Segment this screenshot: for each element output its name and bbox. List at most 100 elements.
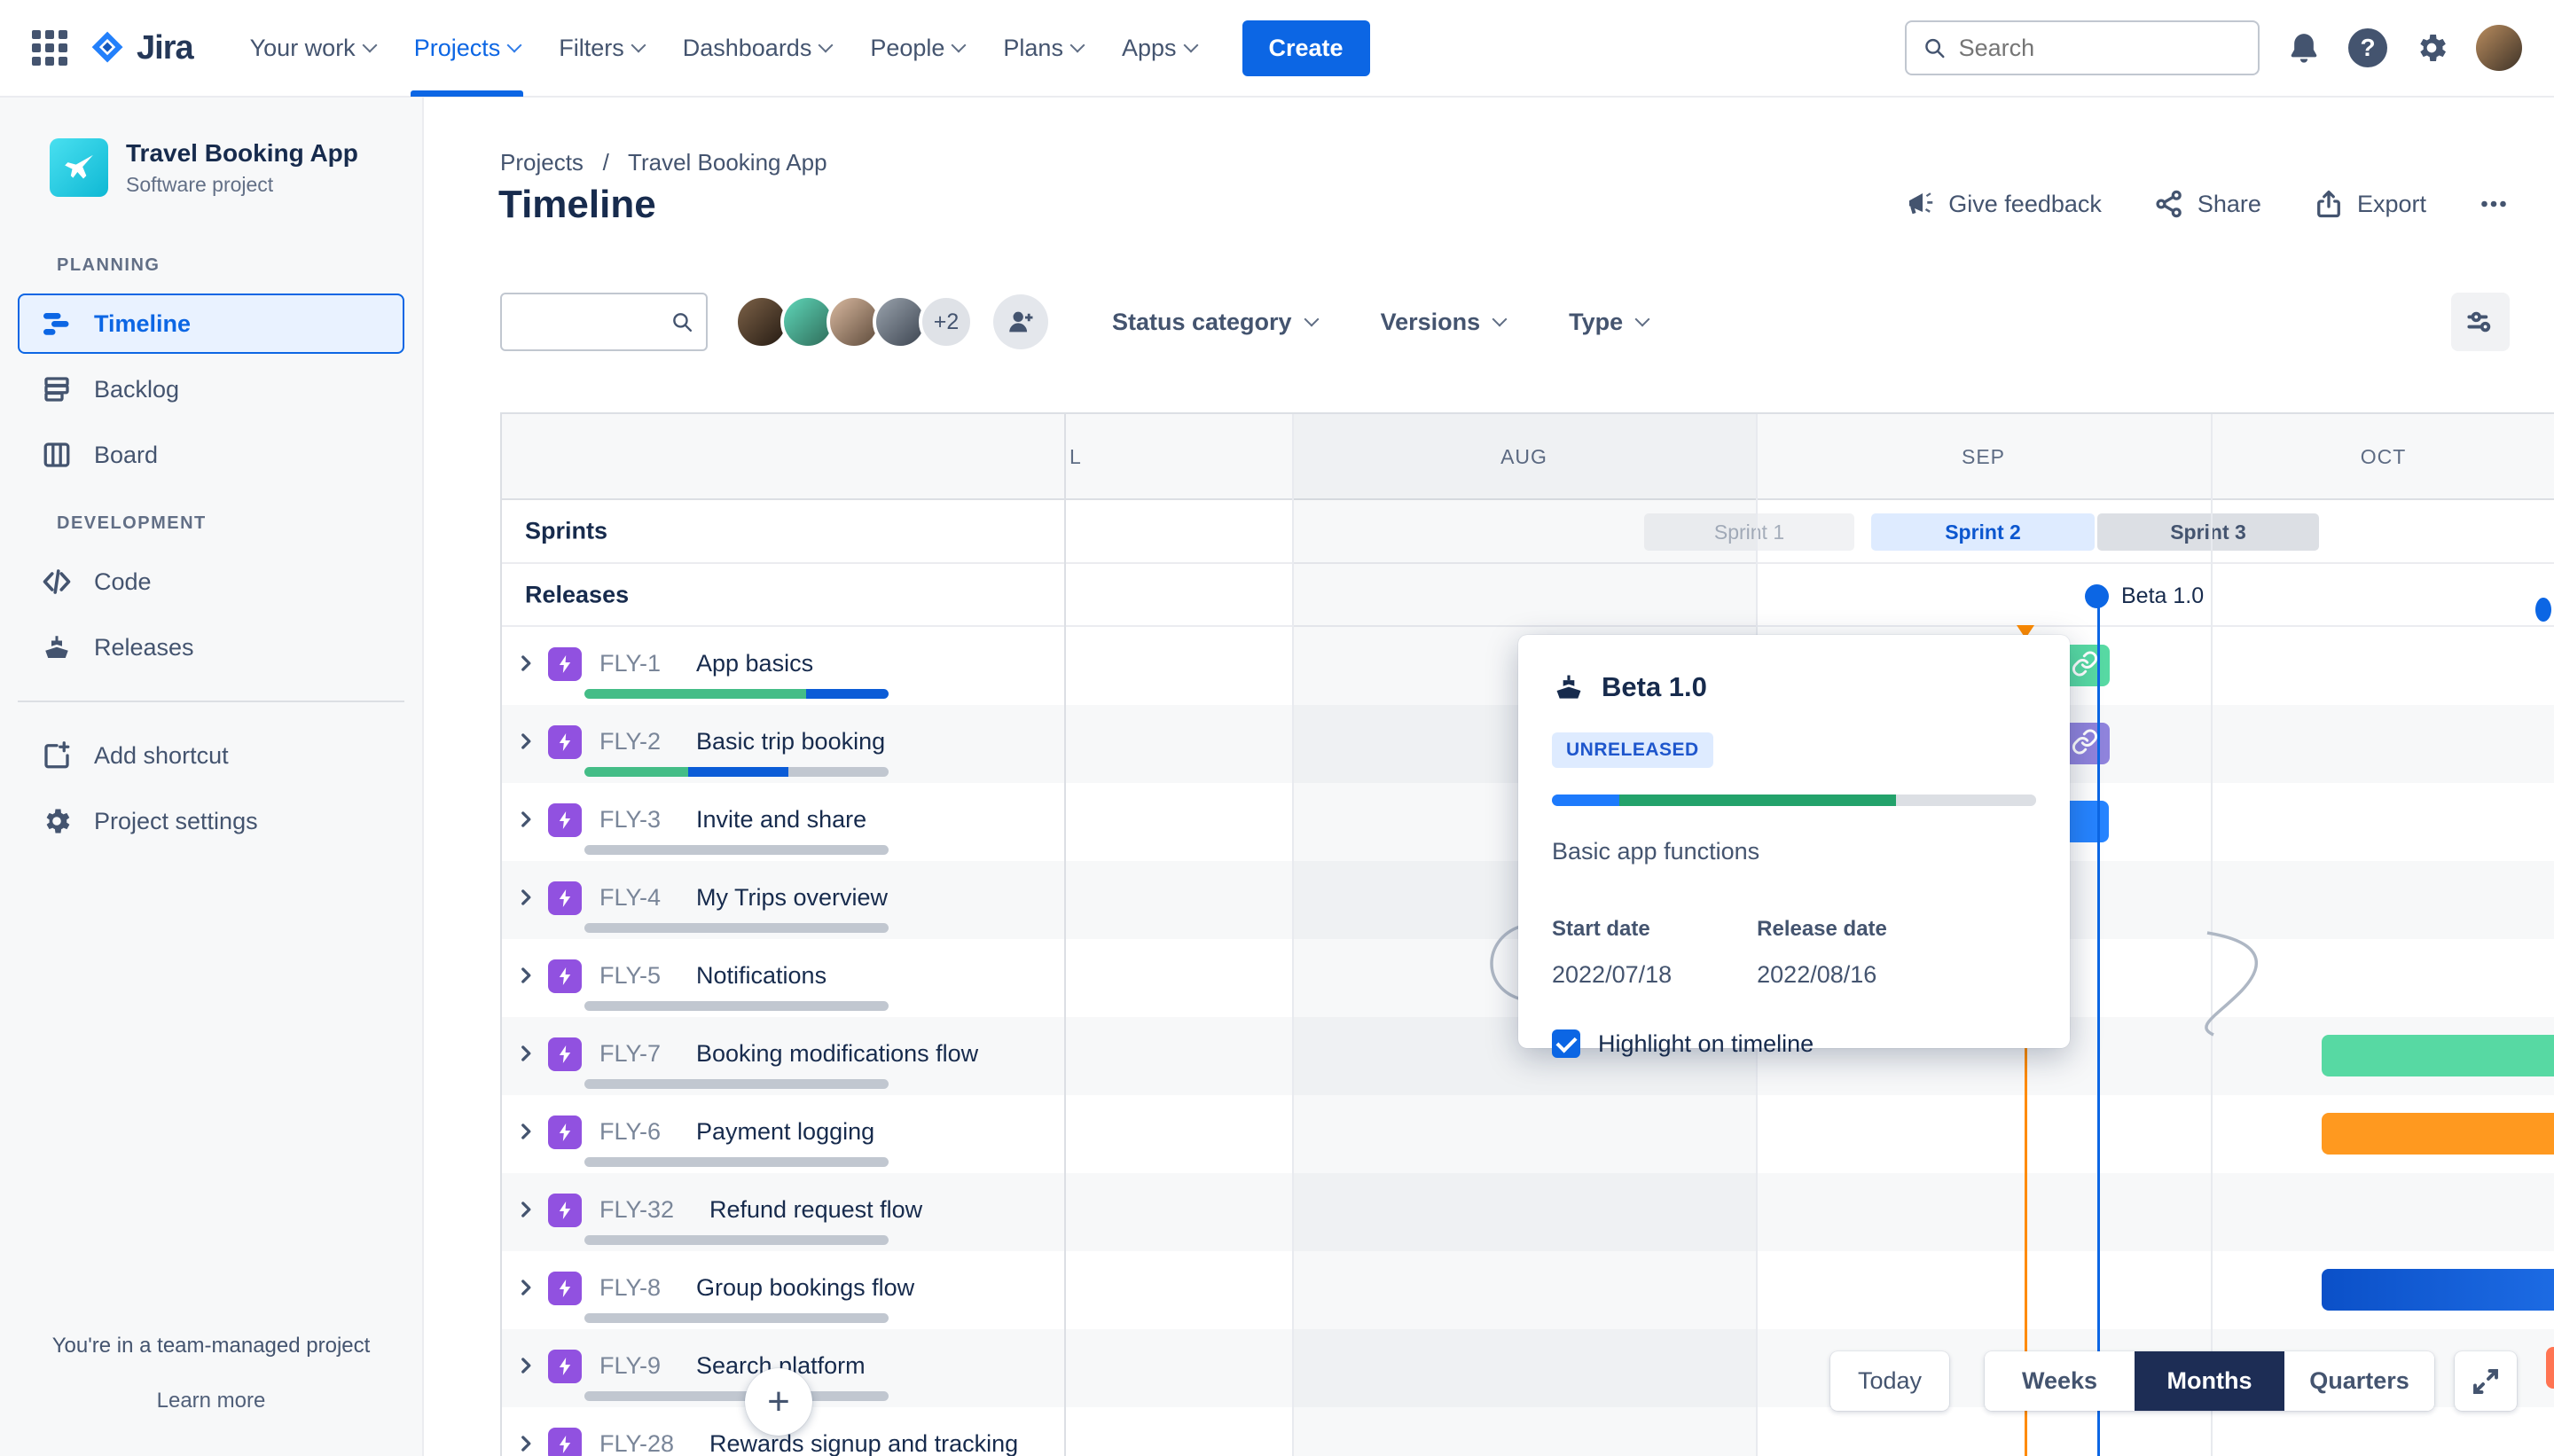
app-switcher-icon[interactable] <box>32 30 67 66</box>
expand-chevron-icon[interactable] <box>514 1432 537 1456</box>
nav-item-filters[interactable]: Filters <box>539 0 663 97</box>
assignee-avatar-2[interactable] <box>780 294 835 349</box>
sidebar-item-backlog[interactable]: Backlog <box>18 359 404 419</box>
month-label-l: L <box>1069 445 1082 468</box>
project-header: Travel Booking App Software project <box>0 98 422 232</box>
expand-chevron-icon[interactable] <box>514 1120 537 1147</box>
epic-progress-bar <box>584 845 889 855</box>
zoom-option-quarters[interactable]: Quarters <box>2284 1351 2434 1411</box>
expand-chevron-icon[interactable] <box>514 886 537 913</box>
filter-versions[interactable]: Versions <box>1381 309 1508 336</box>
share-button[interactable]: Share <box>2153 188 2261 220</box>
sprint-pill-sprint-1[interactable]: Sprint 1 <box>1644 513 1854 551</box>
epic-row-left-fly-7: FLY-7 Booking modifications flow <box>502 1017 1064 1095</box>
epic-title: Basic trip booking <box>696 728 886 755</box>
today-button[interactable]: Today <box>1830 1351 1949 1411</box>
fullscreen-expand-icon[interactable] <box>2455 1351 2517 1411</box>
timeline-search[interactable] <box>500 293 708 351</box>
sidebar-item-code[interactable]: Code <box>18 552 404 612</box>
jira-logo-icon <box>91 31 123 63</box>
give-feedback-button[interactable]: Give feedback <box>1904 188 2102 220</box>
view-settings-sliders-icon[interactable] <box>2451 293 2510 351</box>
expand-chevron-icon[interactable] <box>514 808 537 835</box>
add-person-icon[interactable] <box>993 294 1048 349</box>
expand-chevron-icon[interactable] <box>514 964 537 991</box>
nav-item-plans[interactable]: Plans <box>983 0 1102 97</box>
release-popup: Beta 1.0 UNRELEASED Basic app functions … <box>1518 635 2070 1058</box>
create-button[interactable]: Create <box>1242 20 1370 76</box>
nav-item-apps[interactable]: Apps <box>1102 0 1216 97</box>
epic-progress-bar <box>584 1157 889 1167</box>
gantt-bar-fly-8[interactable] <box>2322 1269 2554 1311</box>
progress-segment-gray <box>584 1235 889 1245</box>
progress-segment-blue <box>806 689 889 699</box>
timeline-search-input[interactable] <box>514 308 670 336</box>
epic-row-left-fly-8: FLY-8 Group bookings flow <box>502 1251 1064 1329</box>
epic-row-fly-28[interactable]: FLY-28 Rewards signup and tracking <box>502 1407 2554 1456</box>
sidebar-item-board[interactable]: Board <box>18 425 404 485</box>
filter-type[interactable]: Type <box>1569 309 1650 336</box>
sidebar-item-timeline[interactable]: Timeline <box>18 294 404 354</box>
export-button[interactable]: Export <box>2313 188 2426 220</box>
nav-item-your-work[interactable]: Your work <box>231 0 395 97</box>
help-icon[interactable]: ? <box>2348 28 2387 67</box>
expand-chevron-icon[interactable] <box>514 1198 537 1225</box>
sidebar-item-add-shortcut[interactable]: Add shortcut <box>18 725 404 786</box>
notifications-bell-icon[interactable] <box>2286 30 2322 66</box>
chevron-down-icon <box>1634 311 1650 327</box>
nav-item-dashboards[interactable]: Dashboards <box>663 0 851 97</box>
add-epic-button[interactable]: + <box>745 1368 812 1436</box>
epic-icon <box>548 959 582 993</box>
jira-logo[interactable]: Jira <box>89 28 194 67</box>
sprint-pill-sprint-2[interactable]: Sprint 2 <box>1871 513 2095 551</box>
filter-status-category[interactable]: Status category <box>1112 309 1320 336</box>
zoom-option-weeks[interactable]: Weeks <box>1985 1351 2135 1411</box>
epic-row-fly-32[interactable]: FLY-32 Refund request flow <box>502 1173 2554 1251</box>
sidebar-item-releases[interactable]: Releases <box>18 617 404 677</box>
sidebar-item-project-settings[interactable]: Project settings <box>18 791 404 851</box>
epic-row-fly-5[interactable]: FLY-5 Notifications <box>502 939 2554 1017</box>
release-title: Beta 1.0 <box>1602 671 1707 702</box>
search-icon <box>673 313 692 332</box>
month-label-oct: OCT <box>2360 445 2407 468</box>
sprints-row: Sprints Sprint 1 Sprint 2 Sprint 3 <box>502 500 2554 564</box>
expand-chevron-icon[interactable] <box>514 1354 537 1382</box>
gantt-bar-fly-6[interactable] <box>2322 1113 2554 1155</box>
epic-key: FLY-8 <box>599 1274 662 1301</box>
more-actions-button[interactable] <box>2478 188 2510 220</box>
expand-chevron-icon[interactable] <box>514 1042 537 1069</box>
nav-item-people[interactable]: People <box>850 0 983 97</box>
expand-chevron-icon[interactable] <box>514 652 537 679</box>
avatar-overflow-count[interactable]: +2 <box>919 294 974 349</box>
progress-segment-blue <box>687 767 788 777</box>
breadcrumb-projects[interactable]: Projects <box>500 149 584 176</box>
gantt-bar-fly-9[interactable] <box>2546 1347 2554 1389</box>
user-avatar[interactable] <box>2476 25 2522 71</box>
settings-gear-icon[interactable] <box>2414 30 2449 66</box>
project-sidebar: Travel Booking App Software project PLAN… <box>0 98 424 1456</box>
global-search-input[interactable] <box>1958 34 2242 62</box>
zoom-option-months[interactable]: Months <box>2135 1351 2284 1411</box>
primary-nav: Your work Projects Filters Dashboards People… <box>231 0 1216 97</box>
nav-item-projects[interactable]: Projects <box>395 0 540 97</box>
epic-key: FLY-2 <box>599 728 662 755</box>
sidebar-section-label: PLANNING <box>57 255 161 275</box>
expand-chevron-icon[interactable] <box>514 730 537 757</box>
highlight-checkbox[interactable] <box>1552 1029 1580 1058</box>
learn-more-link[interactable]: Learn more <box>156 1389 266 1413</box>
gantt-bar-fly-7[interactable] <box>2322 1035 2554 1076</box>
epic-row-fly-6[interactable]: FLY-6 Payment logging <box>502 1095 2554 1173</box>
release-marker-beta-1.0[interactable]: Beta 1.0 <box>2085 583 2204 609</box>
sprint-pill-sprint-3[interactable]: Sprint 3 <box>2097 513 2319 551</box>
epic-row-fly-8[interactable]: FLY-8 Group bookings flow <box>502 1251 2554 1329</box>
global-search[interactable] <box>1905 20 2260 75</box>
epic-key: FLY-32 <box>599 1196 675 1223</box>
breadcrumb-project[interactable]: Travel Booking App <box>628 149 827 176</box>
epic-title: Invite and share <box>696 806 867 833</box>
expand-chevron-icon[interactable] <box>514 1276 537 1303</box>
assignee-avatar-4[interactable] <box>873 294 928 349</box>
epic-icon <box>548 1350 582 1383</box>
release-marker-beta-2.0[interactable]: Beta 2.0 <box>2535 583 2554 635</box>
epic-title: My Trips overview <box>696 884 889 911</box>
epic-row-left-fly-32: FLY-32 Refund request flow <box>502 1173 1064 1251</box>
